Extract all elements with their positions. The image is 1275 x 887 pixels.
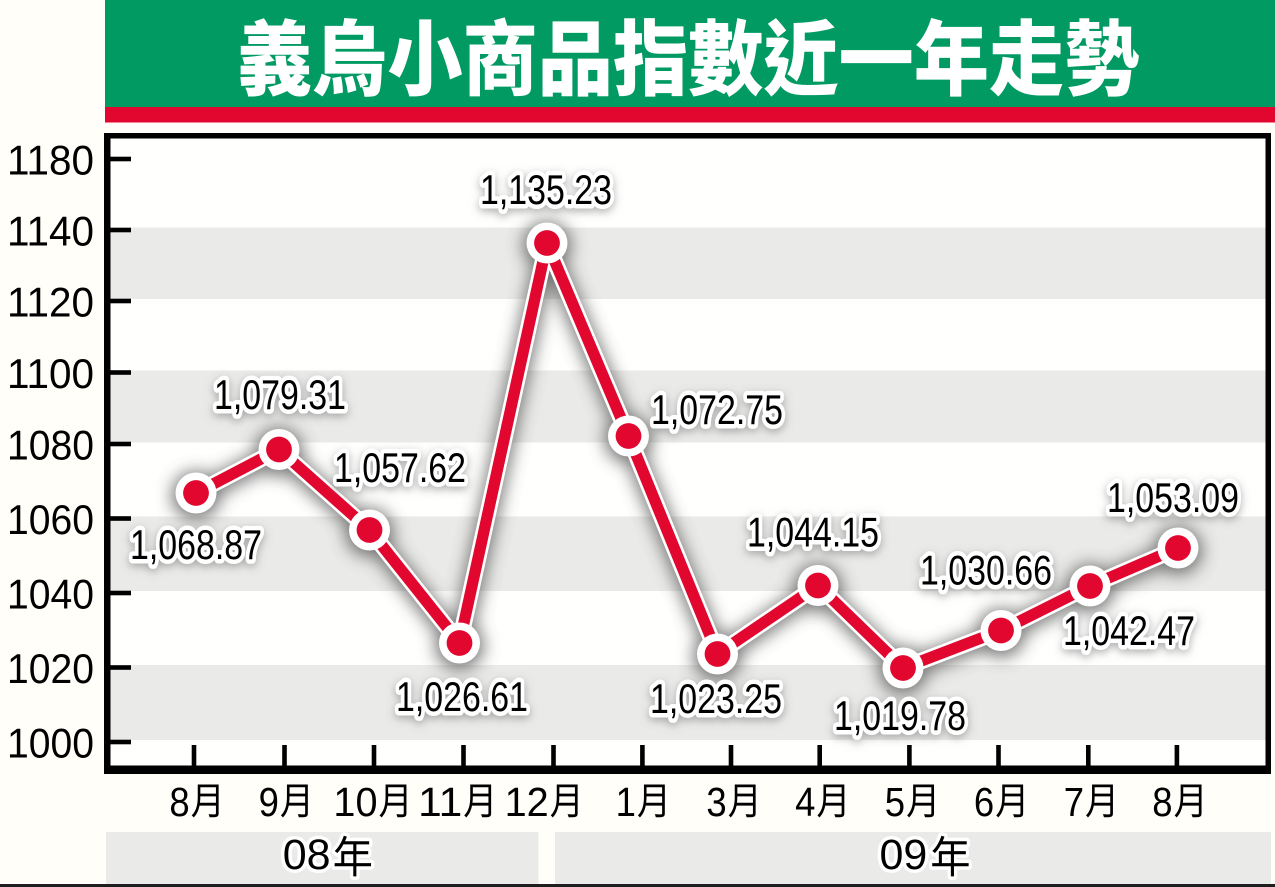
svg-text:09: 09 xyxy=(880,831,928,879)
svg-text:9: 9 xyxy=(259,779,279,825)
svg-text:12: 12 xyxy=(505,779,549,825)
svg-text:1,072.75: 1,072.75 xyxy=(651,386,783,433)
svg-text:1100: 1100 xyxy=(7,350,94,397)
svg-text:1,057.62: 1,057.62 xyxy=(334,444,466,491)
svg-text:3: 3 xyxy=(706,779,726,825)
svg-text:1,026.61: 1,026.61 xyxy=(396,673,528,720)
svg-text:1140: 1140 xyxy=(7,207,94,254)
svg-text:4: 4 xyxy=(795,779,815,825)
svg-text:1040: 1040 xyxy=(7,570,94,617)
svg-text:8: 8 xyxy=(169,779,189,825)
svg-text:08: 08 xyxy=(283,831,331,879)
svg-text:1,042.47: 1,042.47 xyxy=(1063,607,1195,654)
svg-text:1060: 1060 xyxy=(7,496,94,543)
svg-text:1: 1 xyxy=(616,779,636,825)
svg-text:1,053.09: 1,053.09 xyxy=(1107,474,1239,521)
svg-text:8: 8 xyxy=(1152,779,1172,825)
svg-text:11: 11 xyxy=(418,779,462,825)
svg-text:1000: 1000 xyxy=(7,719,94,766)
svg-text:10: 10 xyxy=(333,779,377,825)
svg-text:1,044.15: 1,044.15 xyxy=(747,508,879,555)
svg-text:7: 7 xyxy=(1064,779,1084,825)
svg-text:1180: 1180 xyxy=(7,136,94,183)
svg-text:1020: 1020 xyxy=(7,645,94,692)
svg-text:1080: 1080 xyxy=(7,421,94,468)
svg-text:1,023.25: 1,023.25 xyxy=(650,675,782,722)
svg-text:1,030.66: 1,030.66 xyxy=(920,546,1052,593)
svg-text:1,019.78: 1,019.78 xyxy=(834,692,966,739)
svg-text:1,068.87: 1,068.87 xyxy=(130,521,262,568)
svg-text:6: 6 xyxy=(974,779,994,825)
svg-text:1,079.31: 1,079.31 xyxy=(214,371,346,418)
svg-text:5: 5 xyxy=(885,779,905,825)
svg-text:1,135.23: 1,135.23 xyxy=(480,166,612,213)
svg-text:1120: 1120 xyxy=(7,278,94,325)
